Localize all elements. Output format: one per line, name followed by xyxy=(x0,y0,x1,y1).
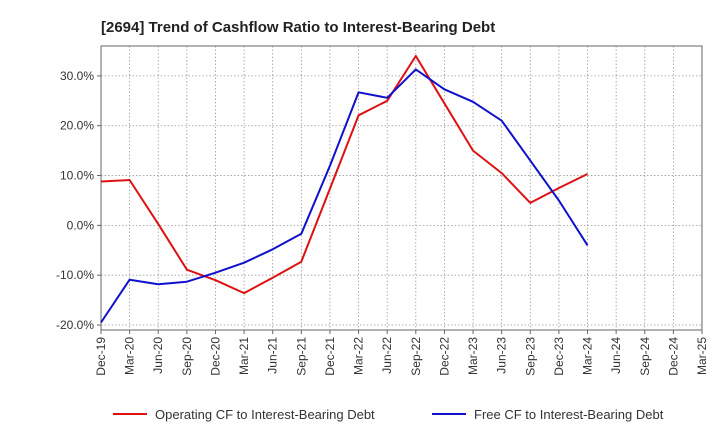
y-tick-label: 20.0% xyxy=(60,119,94,133)
x-tick-label: Dec-24 xyxy=(666,337,680,376)
x-tick-label: Mar-21 xyxy=(237,337,251,375)
x-tick-label: Jun-23 xyxy=(495,337,509,374)
x-tick-label: Dec-20 xyxy=(208,337,222,376)
plot-area xyxy=(100,45,703,331)
x-tick-label: Dec-19 xyxy=(94,337,108,376)
series-line-1 xyxy=(100,55,588,295)
legend-label-2: Free CF to Interest-Bearing Debt xyxy=(474,407,664,422)
x-tick-label: Jun-20 xyxy=(151,337,165,374)
x-tick-label: Mar-24 xyxy=(581,337,595,375)
x-tick-label: Jun-24 xyxy=(609,337,623,374)
x-tick-label: Sep-21 xyxy=(294,337,308,376)
x-tick-label: Mar-23 xyxy=(466,337,480,375)
x-tick-label: Dec-23 xyxy=(552,337,566,376)
series-layer xyxy=(100,55,589,324)
y-tick-label: 10.0% xyxy=(60,169,94,183)
x-tick-label: Sep-22 xyxy=(409,337,423,376)
y-tick-label: 30.0% xyxy=(60,69,94,83)
x-tick-label: Jun-22 xyxy=(380,337,394,374)
y-tick-label: 0.0% xyxy=(67,218,95,232)
series-line-2 xyxy=(100,68,589,324)
x-tick-label: Dec-21 xyxy=(323,337,337,376)
x-tick-label: Mar-20 xyxy=(123,337,137,375)
x-tick-label: Mar-25 xyxy=(695,337,709,375)
x-tick-label: Mar-22 xyxy=(352,337,366,375)
x-axis: Dec-19 Mar-20 Jun-20 Sep-20 Dec-20 Mar-21 Jun-… xyxy=(94,330,709,376)
legend: Operating CF to Interest-Bearing Debt Fre… xyxy=(113,407,664,422)
y-axis: -20.0% -10.0% 0.0% 10.0% 20.0% 30.0% xyxy=(56,69,101,332)
y-tick-label: -10.0% xyxy=(56,268,94,282)
x-tick-label: Sep-23 xyxy=(523,337,537,376)
x-tick-label: Sep-24 xyxy=(638,337,652,376)
x-tick-label: Dec-22 xyxy=(437,337,451,376)
grid xyxy=(101,46,702,330)
x-tick-label: Sep-20 xyxy=(180,337,194,376)
y-tick-label: -20.0% xyxy=(56,318,94,332)
chart-title: [2694] Trend of Cashflow Ratio to Intere… xyxy=(101,19,495,36)
x-tick-label: Jun-21 xyxy=(266,337,280,374)
legend-label-1: Operating CF to Interest-Bearing Debt xyxy=(155,407,375,422)
